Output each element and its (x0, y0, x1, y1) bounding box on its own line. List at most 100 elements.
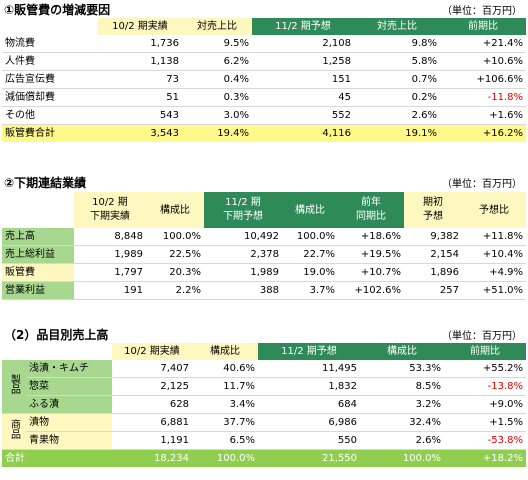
product-row: 惣菜 2,125 11.7% 1,832 8.5% -13.8% (2, 377, 526, 396)
h2-hdr-2-l1: 11/2 期 (225, 197, 261, 208)
sga-row-forecast: 552 (252, 106, 354, 125)
p-total-label: 合計 (2, 449, 112, 467)
hdr-forecast: 11/2 期予想 (252, 18, 354, 35)
h2-hdr-2: 11/2 期下期予想 (204, 192, 282, 228)
total-label: 販管費合計 (2, 124, 98, 142)
h2-hdr-5-l2: 予想 (423, 211, 443, 222)
sga-row: その他 543 3.0% 552 2.6% +1.6% (2, 106, 526, 125)
h2-row-value: 3.7% (282, 281, 338, 300)
h2-hdr-0-l1: 10/2 期 (92, 197, 128, 208)
category-products-label: 製品 (8, 373, 20, 394)
total-prev: 3,543 (98, 124, 182, 142)
section3-unit: （単位：百万円） (442, 331, 522, 342)
section1-unit: （単位：百万円） (442, 6, 522, 17)
h2-hdr-4-l1: 前年 (361, 197, 381, 208)
sga-row: 人件費 1,138 6.2% 1,258 5.8% +10.6% (2, 52, 526, 71)
sga-row-prev-ratio: 3.0% (182, 106, 252, 125)
product-yoy: -53.8% (444, 431, 526, 450)
sga-row-prev: 543 (98, 106, 182, 125)
section-product-sales: （2）品目別売上高 （単位：百万円） 10/2 期実績 構成比 11/2 期予想… (0, 324, 528, 480)
sga-total-row: 販管費合計 3,543 19.4% 4,116 19.1% +16.2% (2, 124, 526, 142)
h2-row-value: +19.5% (338, 245, 404, 264)
h2-hdr-5-l1: 期初 (423, 197, 443, 208)
product-prev: 2,125 (112, 377, 192, 396)
product-forecast: 1,832 (258, 377, 360, 396)
product-forecast-ratio: 2.6% (360, 431, 444, 450)
product-prev-ratio: 11.7% (192, 377, 258, 396)
sga-row: 物流費 1,736 9.5% 2,108 9.8% +21.4% (2, 35, 526, 53)
sga-row-prev-ratio: 9.5% (182, 35, 252, 53)
sga-header-row: 10/2 期実績 対売上比 11/2 期予想 対売上比 前期比 (2, 18, 526, 35)
hdr-yoy: 前期比 (440, 18, 526, 35)
product-yoy: +1.5% (444, 413, 526, 432)
h2-row-value: +102.6% (338, 281, 404, 300)
product-label: ふる漬 (26, 395, 112, 414)
category-products: 製品 (2, 360, 26, 414)
sga-row-forecast-ratio: 0.2% (354, 88, 440, 107)
product-row: 青果物 1,191 6.5% 550 2.6% -53.8% (2, 431, 526, 450)
h2-row-value: +10.7% (338, 263, 404, 282)
h2-hdr-4: 前年 同期比 (338, 192, 404, 228)
sga-row-prev: 1,138 (98, 52, 182, 71)
h2-row-label: 販管費 (2, 263, 74, 282)
sga-row-prev: 73 (98, 70, 182, 89)
h2-hdr-0: 10/2 期下期実績 (74, 192, 146, 228)
product-forecast-ratio: 53.3% (360, 360, 444, 378)
h2-row: 売上高 8,848 100.0% 10,492 100.0% +18.6% 9,382 +11… (2, 228, 526, 246)
product-total-row: 合計 18,234 100.0% 21,550 100.0% +18.2% (2, 449, 526, 467)
product-label: 浅漬・キムチ (26, 360, 112, 378)
sga-row-yoy: +10.6% (440, 52, 526, 71)
sga-row-forecast: 45 (252, 88, 354, 107)
p-hdr-prev-ratio: 構成比 (192, 343, 258, 360)
product-label: 青果物 (26, 431, 112, 450)
section-h2-results: ②下期連結業績 （単位：百万円） 10/2 期下期実績 構成比 11/2 期下期… (0, 172, 528, 312)
h2-row-value: 191 (74, 281, 146, 300)
h2-hdr-4-l2: 同期比 (356, 211, 386, 222)
product-row: ふる漬 628 3.4% 684 3.2% +9.0% (2, 395, 526, 414)
h2-row-value: 1,797 (74, 263, 146, 282)
h2-row-value: +4.9% (462, 263, 526, 282)
h2-hdr-3: 構成比 (282, 192, 338, 228)
total-prev-ratio: 19.4% (182, 124, 252, 142)
h2-hdr-1: 構成比 (146, 192, 204, 228)
product-prev: 7,407 (112, 360, 192, 378)
product-yoy: +9.0% (444, 395, 526, 414)
product-prev: 1,191 (112, 431, 192, 450)
product-prev: 6,881 (112, 413, 192, 432)
total-forecast-ratio: 19.1% (354, 124, 440, 142)
h2-row-value: 257 (404, 281, 462, 300)
p-hdr-forecast: 11/2 期予想 (258, 343, 360, 360)
sga-row-forecast: 2,108 (252, 35, 354, 53)
hdr-prev-actual: 10/2 期実績 (98, 18, 182, 35)
category-goods: 商品 (2, 413, 26, 450)
sga-row-prev: 51 (98, 88, 182, 107)
sga-row-label: 物流費 (2, 35, 98, 53)
sga-row-label: 減価償却費 (2, 88, 98, 107)
product-forecast: 684 (258, 395, 360, 414)
h2-row-value: 1,989 (74, 245, 146, 264)
p-total-forecast: 21,550 (258, 449, 360, 467)
h2-row-value: 22.5% (146, 245, 204, 264)
hdr-prev-ratio: 対売上比 (182, 18, 252, 35)
section2-unit: （単位：百万円） (442, 179, 522, 190)
sga-row-label: 人件費 (2, 52, 98, 71)
h2-hdr-5: 期初 予想 (404, 192, 462, 228)
h2-row-label: 売上高 (2, 228, 74, 246)
product-forecast: 6,986 (258, 413, 360, 432)
sga-table: 10/2 期実績 対売上比 11/2 期予想 対売上比 前期比 物流費 1,736… (2, 18, 526, 142)
product-table: 10/2 期実績 構成比 11/2 期予想 構成比 前期比 製品 浅漬・キムチ 7,… (2, 343, 526, 467)
product-forecast: 550 (258, 431, 360, 450)
h2-row-value: 1,989 (204, 263, 282, 282)
h2-row-value: 2,154 (404, 245, 462, 264)
h2-row-label: 売上総利益 (2, 245, 74, 264)
sga-row-yoy: +1.6% (440, 106, 526, 125)
p-hdr-forecast-ratio: 構成比 (360, 343, 444, 360)
sga-row-forecast-ratio: 2.6% (354, 106, 440, 125)
h2-row-value: +18.6% (338, 228, 404, 246)
section3-heading: （2）品目別売上高 (4, 328, 109, 342)
section-sga-factors: ①販管費の増減要因 （単位：百万円） 10/2 期実績 対売上比 11/2 期予… (0, 0, 528, 152)
sga-row-yoy: +106.6% (440, 70, 526, 89)
p-total-prev-ratio: 100.0% (192, 449, 258, 467)
sga-row-label: 広告宣伝費 (2, 70, 98, 89)
category-goods-label: 商品 (8, 418, 20, 439)
